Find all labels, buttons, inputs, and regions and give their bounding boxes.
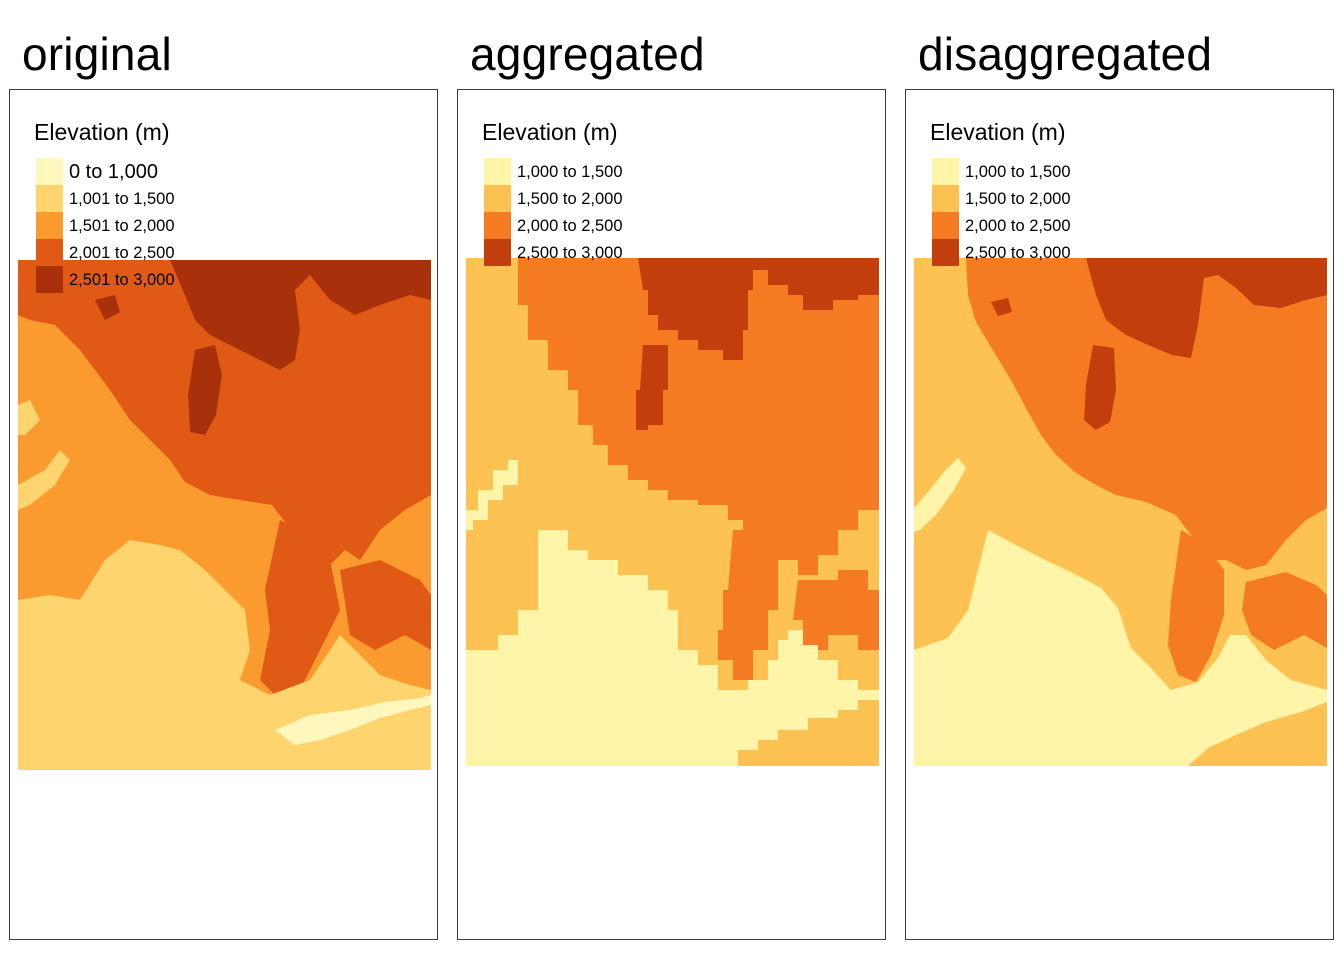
legend-label: 1,000 to 1,500 <box>965 163 1071 181</box>
legend-swatch <box>932 185 959 212</box>
legend-label: 1,501 to 2,000 <box>69 217 175 235</box>
legend-label: 2,500 to 3,000 <box>517 244 623 262</box>
zone-2001-2500 <box>260 520 340 700</box>
zone-2501-3000 <box>188 345 222 435</box>
legend-item: 1,000 to 1,500 <box>482 158 623 185</box>
legend-item: 0 to 1,000 <box>34 158 169 185</box>
zone-1000-1500 <box>466 460 518 530</box>
zone-2001-2500 <box>340 560 431 650</box>
zone-2000-2500 <box>718 530 778 680</box>
elevation-raster-original <box>18 260 431 770</box>
legend-item: 2,000 to 2,500 <box>930 212 1071 239</box>
map-panel-aggregated: Elevation (m) 1,000 to 1,500 1,500 to 2,… <box>457 89 886 940</box>
legend-label: 1,001 to 1,500 <box>69 190 175 208</box>
zone-0-1000 <box>275 695 431 745</box>
elevation-zones <box>466 258 879 766</box>
zone-2000-2500 <box>1168 530 1224 682</box>
legend-swatch <box>484 158 511 185</box>
legend-label: 2,000 to 2,500 <box>965 217 1071 235</box>
legend-label: 1,000 to 1,500 <box>517 163 623 181</box>
legend-label: 1,500 to 2,000 <box>517 190 623 208</box>
map-panel-original: Elevation (m) 0 to 1,000 1,001 to 1,500 … <box>9 89 438 940</box>
legend-swatch <box>484 185 511 212</box>
zone-1000-1500 <box>466 530 879 766</box>
legend-title: Elevation (m) <box>482 119 618 145</box>
zone-1000-1500 <box>914 530 1327 766</box>
legend-disaggregated: Elevation (m) 1,000 to 1,500 1,500 to 2,… <box>930 118 1071 266</box>
legend-item: 2,500 to 3,000 <box>930 239 1071 266</box>
legend-item: 2,501 to 3,000 <box>34 266 175 293</box>
legend-swatch <box>36 266 63 293</box>
legend-title: Elevation (m) <box>930 119 1066 145</box>
legend-item: 1,501 to 2,000 <box>34 212 175 239</box>
zone-2500-3000 <box>638 258 879 360</box>
legend-label: 1,500 to 2,000 <box>965 190 1071 208</box>
zone-2000-2500 <box>1242 572 1327 650</box>
legend-item: 1,001 to 1,500 <box>34 185 175 212</box>
legend-original: Elevation (m) 0 to 1,000 1,001 to 1,500 … <box>34 118 175 293</box>
zone-1001-1500 <box>18 450 70 510</box>
zone-2000-2500 <box>518 258 879 575</box>
legend-swatch <box>932 239 959 266</box>
elevation-zones <box>914 258 1327 766</box>
legend-item: 2,000 to 2,500 <box>482 212 623 239</box>
legend-label: 2,001 to 2,500 <box>69 244 175 262</box>
legend-label: 2,500 to 3,000 <box>965 244 1071 262</box>
legend-swatch <box>36 158 63 185</box>
legend-item: 2,001 to 2,500 <box>34 239 175 266</box>
legend-item: 1,500 to 2,000 <box>930 185 1071 212</box>
panel-title-original: original <box>22 28 172 80</box>
legend-label: 0 to 1,000 <box>69 161 158 183</box>
legend-item: 2,500 to 3,000 <box>482 239 623 266</box>
panel-title-aggregated: aggregated <box>470 28 705 80</box>
legend-swatch <box>932 158 959 185</box>
legend-swatch <box>36 239 63 266</box>
legend-swatch <box>932 212 959 239</box>
legend-swatch <box>36 212 63 239</box>
zone-2001-2500 <box>18 260 431 565</box>
legend-swatch <box>484 212 511 239</box>
zone-2000-2500 <box>793 570 879 650</box>
zone-2500-3000 <box>1086 258 1327 358</box>
legend-label: 2,501 to 3,000 <box>69 271 175 289</box>
panel-title-disaggregated: disaggregated <box>918 28 1213 80</box>
legend-title: Elevation (m) <box>34 119 170 145</box>
legend-item: 1,000 to 1,500 <box>930 158 1071 185</box>
elevation-raster-disaggregated <box>914 258 1327 766</box>
zone-2500-3000 <box>991 298 1012 316</box>
zone-2500-3000 <box>1084 345 1116 430</box>
legend-swatch <box>36 185 63 212</box>
zone-1001-1500 <box>18 540 431 770</box>
legend-label: 2,000 to 2,500 <box>517 217 623 235</box>
zone-1001-1500 <box>18 400 40 435</box>
legend-swatch <box>484 239 511 266</box>
zone-2500-3000 <box>636 345 668 430</box>
elevation-raster-aggregated <box>466 258 879 766</box>
zone-2000-2500 <box>966 258 1327 570</box>
legend-aggregated: Elevation (m) 1,000 to 1,500 1,500 to 2,… <box>482 118 623 266</box>
legend-item: 1,500 to 2,000 <box>482 185 623 212</box>
zone-2501-3000 <box>95 295 120 320</box>
map-panel-disaggregated: Elevation (m) 1,000 to 1,500 1,500 to 2,… <box>905 89 1334 940</box>
zone-1000-1500 <box>914 458 966 532</box>
elevation-zones <box>18 260 431 770</box>
zone-2501-3000 <box>170 260 431 370</box>
